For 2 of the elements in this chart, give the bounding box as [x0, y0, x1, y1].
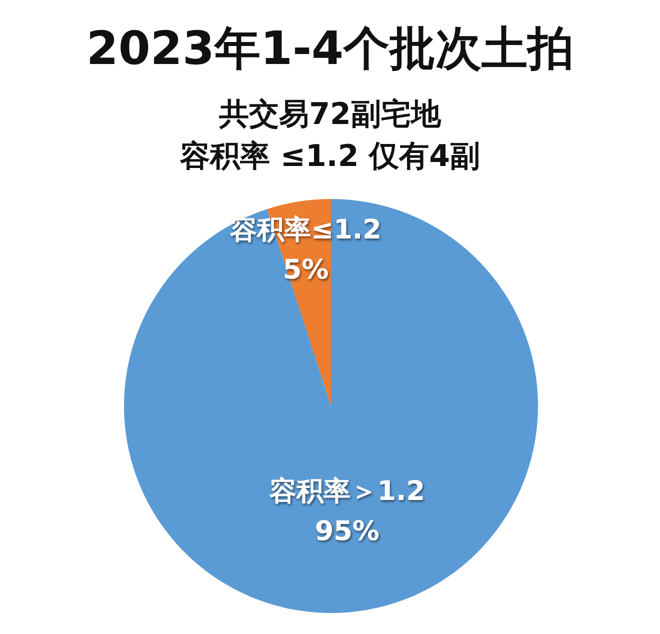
subtitle: 共交易72副宅地	[219, 97, 441, 132]
title: 2023年1-4个批次土拍	[86, 21, 574, 75]
